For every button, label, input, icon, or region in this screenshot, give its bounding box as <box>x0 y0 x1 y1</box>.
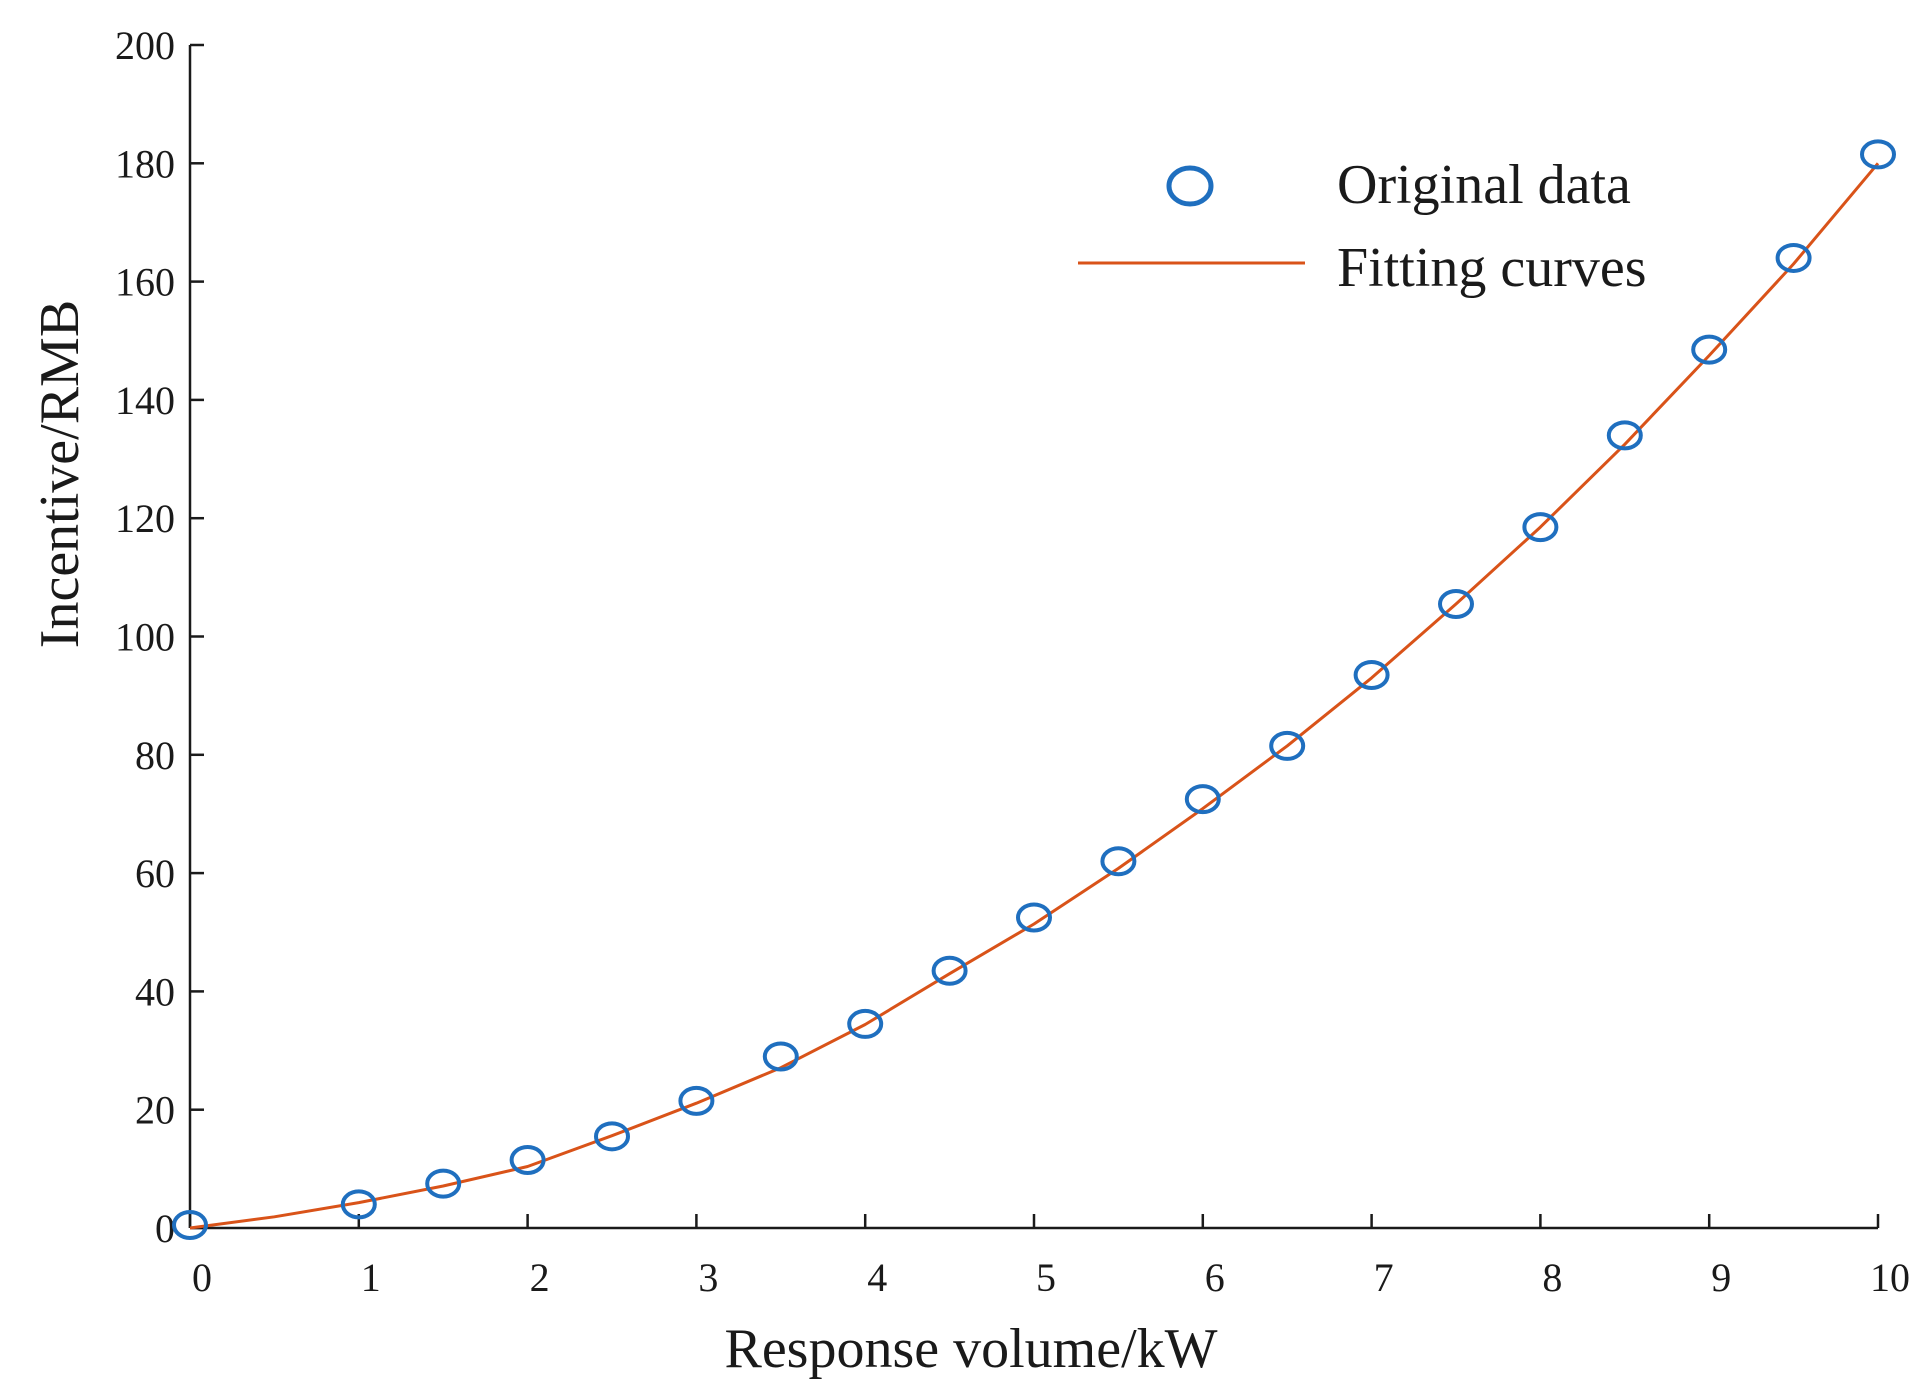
x-tick-label: 7 <box>1374 1255 1394 1300</box>
data-point-original-data <box>172 1210 208 1241</box>
x-tick-label: 5 <box>1036 1255 1056 1300</box>
data-point-original-data <box>1438 588 1474 619</box>
legend-marker-original-data <box>1166 165 1214 207</box>
data-point-original-data <box>1775 242 1812 273</box>
x-tick-label: 6 <box>1205 1255 1225 1300</box>
y-axis-title: Incentive/RMB <box>29 300 91 648</box>
data-point-original-data <box>1860 139 1896 170</box>
data-point-original-data <box>931 955 968 986</box>
y-tick-label: 160 <box>115 260 175 305</box>
data-point-original-data <box>1353 659 1390 690</box>
data-point-original-data <box>1269 730 1306 761</box>
data-point-original-data <box>1184 784 1221 815</box>
series-line-fitting-curves <box>189 162 1880 1230</box>
y-tick-label: 20 <box>135 1088 175 1133</box>
x-axis-title: Response volume/kW <box>724 1318 1217 1380</box>
data-point-original-data <box>1016 902 1052 933</box>
data-point-original-data <box>1691 334 1728 365</box>
x-tick-label: 2 <box>530 1255 550 1300</box>
y-tick-label: 120 <box>115 496 175 541</box>
x-tick-label: 4 <box>867 1255 887 1300</box>
data-point-original-data <box>509 1144 546 1175</box>
x-tick-label: 0 <box>192 1255 212 1300</box>
legend-label-fitting-curves: Fitting curves <box>1337 237 1647 299</box>
data-point-original-data <box>678 1085 715 1116</box>
data-point-original-data <box>847 1008 884 1039</box>
data-point-original-data <box>762 1041 799 1072</box>
data-point-original-data <box>1522 512 1559 543</box>
data-point-original-data <box>1606 420 1643 451</box>
y-tick-label: 0 <box>155 1206 175 1251</box>
y-tick-label: 60 <box>135 851 175 896</box>
x-tick-label: 3 <box>698 1255 718 1300</box>
x-tick-label: 1 <box>361 1255 381 1300</box>
data-point-original-data <box>1100 846 1137 877</box>
x-tick-label: 9 <box>1711 1255 1731 1300</box>
y-tick-label: 80 <box>135 733 175 778</box>
legend: Original data Fitting curves <box>1078 154 1647 299</box>
y-tick-label: 140 <box>115 378 175 423</box>
data-point-original-data <box>340 1189 377 1220</box>
plot-area <box>172 139 1896 1241</box>
y-tick-label: 40 <box>135 969 175 1014</box>
y-tick-label: 180 <box>115 141 175 186</box>
y-tick-label: 100 <box>115 615 175 660</box>
data-point-original-data <box>594 1121 630 1152</box>
x-tick-label: 8 <box>1542 1255 1562 1300</box>
legend-label-original-data: Original data <box>1337 154 1631 216</box>
data-point-original-data <box>425 1168 462 1199</box>
y-tick-label: 200 <box>115 23 175 68</box>
x-tick-label: 10 <box>1870 1255 1910 1300</box>
